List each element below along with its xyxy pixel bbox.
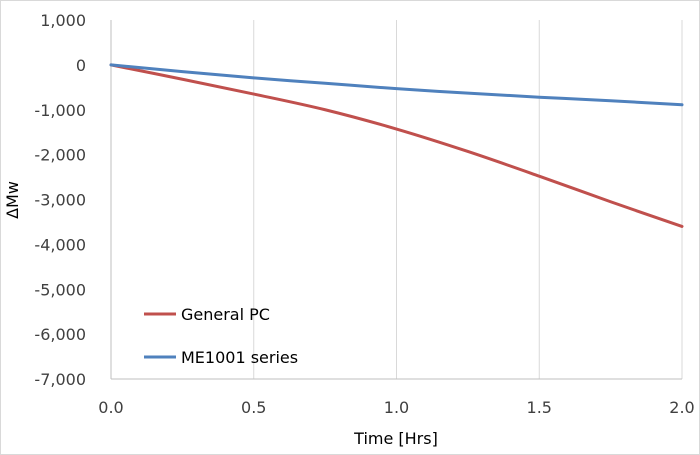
y-tick-label: -1,000 [34,101,86,120]
x-tick-label: 0.0 [98,398,123,417]
axes-layer [110,20,682,380]
y-tick-label: -2,000 [34,146,86,165]
y-axis-title: ΔMw [3,181,22,219]
x-tick-label: 1.0 [384,398,409,417]
y-tick-label: -3,000 [34,191,86,210]
series-line-me1001-series [109,63,684,107]
y-tick-label: -4,000 [34,235,86,254]
ticks-layer: 1,000 0 -1,000 -2,000 -3,000 -4,000 -5,000 -6,0… [34,11,694,417]
x-tick-label: 0.5 [241,398,266,417]
y-tick-label: -5,000 [34,280,86,299]
grid-layer [253,20,683,379]
legend-label-general-pc: General PC [181,305,270,324]
y-tick-label: 0 [76,56,86,75]
legend: General PC ME1001 series [144,305,298,367]
x-tick-label: 2.0 [669,398,694,417]
y-tick-label: -6,000 [34,325,86,344]
series-line-general-pc [109,63,684,228]
x-axis-title: Time [Hrs] [353,429,438,448]
x-tick-label: 1.5 [527,398,552,417]
legend-label-me1001-series: ME1001 series [181,348,298,367]
y-tick-label: -7,000 [34,370,86,389]
y-tick-label: 1,000 [40,11,86,30]
series-layer [109,63,684,228]
